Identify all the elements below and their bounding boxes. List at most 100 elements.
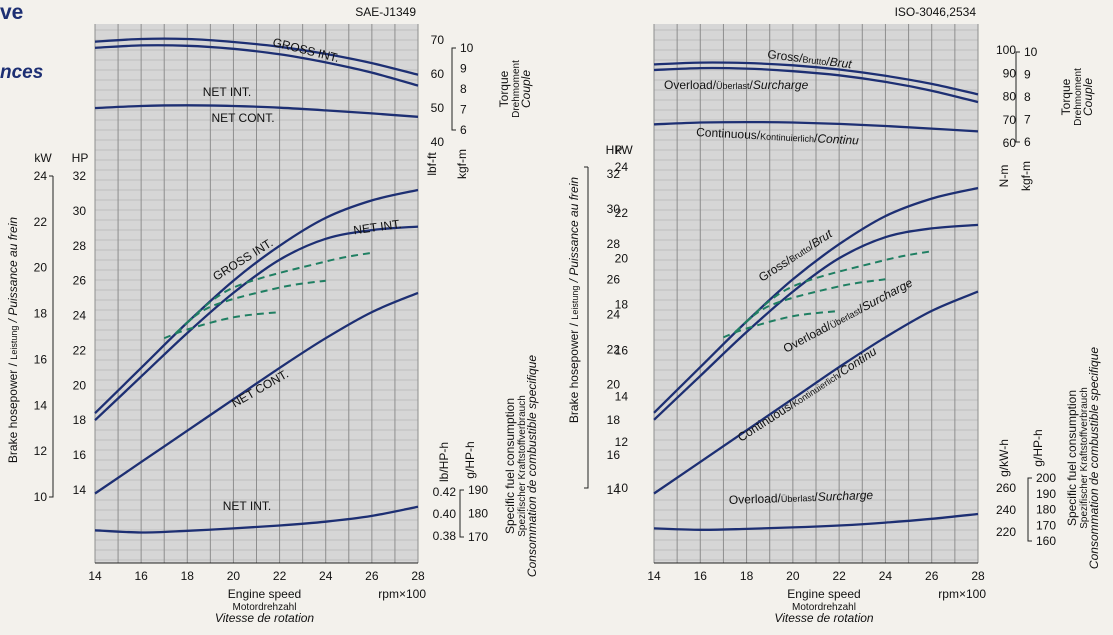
kw-tick-label: 20 (615, 252, 629, 266)
torque-tick-label: 100 (996, 43, 1016, 57)
page-title-fragment: ve (0, 1, 23, 24)
curve-label-continuous-torque: Continuous/Kontinuierlich/Continu (696, 125, 860, 148)
x-axis-unit: rpm×100 (378, 587, 426, 601)
x-tick-label: 20 (786, 569, 800, 583)
power-dashed-curve (723, 309, 840, 339)
kgf-axis-line (451, 47, 456, 131)
curve-label-netcont-torque: NET CONT. (211, 111, 274, 125)
kw-tick-label: 10 (34, 490, 48, 504)
kw-tick-label: 10 (615, 481, 629, 495)
hp-tick-label: 14 (73, 483, 87, 497)
torque-axis-label: Torque (1059, 78, 1073, 115)
torque-axis-label: Torque (497, 70, 511, 107)
kw-tick-label: 18 (615, 298, 629, 312)
fuel-tick-label: 260 (996, 481, 1016, 495)
fuel-axis-label-fr: Consommation de combustible specifique (525, 355, 539, 577)
chart-iso-3046: ISO-3046,2534 14 16 18 20 22 24 26 28 Engine spee… (567, 5, 1101, 625)
x-tick-label: 16 (694, 569, 708, 583)
torque-unit-2: kgf-m (455, 149, 469, 179)
x-axis-label: Engine speed (228, 587, 301, 601)
hp-tick-label: 24 (73, 309, 87, 323)
torque-tick-label: 50 (431, 101, 445, 115)
x-tick-label: 24 (319, 569, 333, 583)
hp-tick-label: 20 (73, 378, 87, 392)
fuel-axis-label: Specific fuel consumption (503, 398, 517, 534)
hp-tick-label: 28 (607, 237, 621, 251)
fuel-tick-label-2: 190 (1036, 487, 1056, 501)
kw-tick-label: 12 (34, 444, 48, 458)
chart-sae-j1349: SAE-J1349 14 16 18 20 22 24 26 28 Engine speedMot… (6, 5, 539, 625)
hp-tick-label: 30 (73, 204, 87, 218)
torque-tick-label: 60 (1003, 136, 1017, 150)
kgf-tick-label: 9 (460, 62, 467, 76)
x-tick-label: 14 (647, 569, 661, 583)
x-tick-label: 28 (971, 569, 985, 583)
hp-tick-label: 22 (607, 343, 621, 357)
hp-tick-label: 14 (607, 483, 621, 497)
torque-curve (94, 37, 419, 76)
kw-tick-label: 12 (615, 435, 629, 449)
x-tick-label: 26 (365, 569, 379, 583)
fuel-axis-line (459, 489, 464, 538)
kw-tick-label: 20 (34, 261, 48, 275)
kgf-tick-label: 9 (1024, 68, 1031, 82)
torque-tick-label: 70 (1003, 113, 1017, 127)
torque-unit-1: lbf-ft (425, 152, 439, 176)
hp-tick-label: 26 (607, 272, 621, 286)
chart-standard-label: SAE-J1349 (355, 5, 416, 19)
curve-label-net-fuel: NET INT. (223, 499, 271, 513)
fuel-unit-2: g/HP-h (1031, 429, 1045, 466)
fuel-curve (94, 505, 419, 534)
kgf-tick-label: 7 (1024, 113, 1031, 127)
fuel-tick-label-2: 160 (1036, 534, 1056, 548)
kw-tick-label: 22 (615, 206, 629, 220)
curve-label-overload-fuel: Overload/Überlast/Surcharge (729, 488, 874, 507)
torque-axis-label-de: Drehmoment (1073, 68, 1084, 126)
x-tick-label: 28 (411, 569, 425, 583)
fuel-axis-line (1027, 477, 1032, 542)
curve-label-overload-torque: Overload/Überlast/Surcharge (664, 78, 809, 92)
hp-tick-label: 24 (607, 307, 621, 321)
power-curve (653, 223, 979, 421)
hp-tick-label: 20 (607, 378, 621, 392)
torque-tick-label: 60 (431, 67, 445, 81)
kw-tick-label: 18 (34, 307, 48, 321)
kgf-tick-label: 8 (460, 82, 467, 96)
power-curve (94, 188, 419, 415)
fuel-unit-1: lb/HP-h (437, 442, 451, 482)
x-tick-label: 22 (273, 569, 287, 583)
hp-tick-label: 30 (607, 202, 621, 216)
kw-tick-label: 24 (615, 160, 629, 174)
x-axis-label-de: Motordrehzahl (792, 602, 856, 613)
x-tick-label: 14 (88, 569, 102, 583)
torque-tick-label: 80 (1003, 90, 1017, 104)
hp-unit: HP (606, 143, 623, 157)
hp-tick-label: 22 (73, 343, 87, 357)
fuel-tick-label: 0.42 (433, 485, 457, 499)
kw-tick-label: 14 (615, 389, 629, 403)
x-tick-label: 18 (181, 569, 195, 583)
fuel-curve (653, 512, 979, 531)
kgf-tick-label: 7 (460, 103, 467, 117)
fuel-axis-label-de: Spezifischer Kraftstoffverbrauch (517, 395, 528, 537)
fuel-tick-label-2: 170 (1036, 518, 1056, 532)
kgf-axis-line (1015, 51, 1020, 143)
chart-standard-label: ISO-3046,2534 (895, 5, 977, 19)
torque-tick-label: 90 (1003, 66, 1017, 80)
hp-tick-label: 26 (73, 274, 87, 288)
x-axis-label-fr: Vitesse de rotation (774, 611, 874, 625)
x-axis-label-fr: Vitesse de rotation (215, 611, 315, 625)
torque-curve (94, 104, 419, 118)
page-subtitle-fragment: nces (0, 62, 43, 83)
hp-tick-label: 28 (73, 239, 87, 253)
x-tick-label: 16 (134, 569, 148, 583)
torque-curve (94, 44, 419, 87)
kw-unit: kW (34, 151, 52, 165)
kw-tick-label: 16 (615, 343, 629, 357)
power-curve (653, 290, 979, 495)
hp-unit: HP (72, 151, 89, 165)
fuel-tick-label-2: 180 (468, 507, 488, 521)
hp-tick-label: 18 (607, 413, 621, 427)
hp-tick-label: 16 (73, 448, 87, 462)
